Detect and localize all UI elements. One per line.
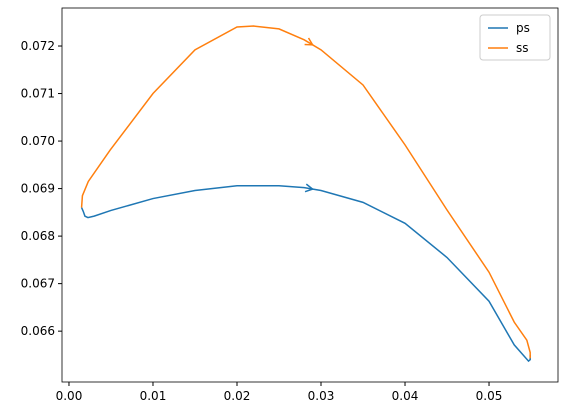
direction-arrow	[304, 37, 314, 46]
y-tick-label: 0.067	[21, 277, 55, 291]
legend-label: ps	[516, 21, 530, 35]
x-tick-label: 0.01	[140, 389, 167, 403]
x-tick-label: 0.05	[476, 389, 503, 403]
direction-arrow	[304, 183, 315, 193]
x-tick-label: 0.04	[392, 389, 419, 403]
y-tick-label: 0.066	[21, 324, 55, 338]
y-tick-label: 0.070	[21, 134, 55, 148]
legend-box	[479, 14, 551, 61]
legend-label: ss	[516, 41, 529, 55]
x-tick-label: 0.02	[224, 389, 251, 403]
x-tick-label: 0.03	[308, 389, 335, 403]
y-tick-label: 0.068	[21, 229, 55, 243]
line	[80, 25, 531, 359]
x-tick-label: 0.00	[56, 389, 83, 403]
y-tick-label: 0.069	[21, 182, 55, 196]
y-tick-label: 0.072	[21, 39, 55, 53]
plot-frame	[61, 7, 559, 383]
y-tick-label: 0.071	[21, 87, 55, 101]
line	[80, 184, 531, 363]
